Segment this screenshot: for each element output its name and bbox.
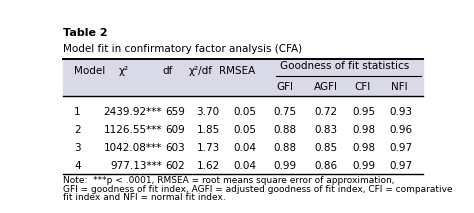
Text: 0.96: 0.96 (389, 125, 412, 135)
Text: 0.93: 0.93 (389, 107, 412, 117)
Text: 0.75: 0.75 (273, 107, 297, 117)
Text: χ²: χ² (118, 66, 128, 76)
Text: 0.88: 0.88 (273, 143, 297, 153)
Text: 2439.92***: 2439.92*** (104, 107, 162, 117)
Text: 1: 1 (74, 107, 81, 117)
Text: 0.05: 0.05 (233, 107, 256, 117)
Text: 0.99: 0.99 (273, 161, 297, 171)
Text: 0.04: 0.04 (233, 161, 256, 171)
Text: 2: 2 (74, 125, 81, 135)
Text: fit index and NFI = normal fit index.: fit index and NFI = normal fit index. (63, 193, 226, 202)
Text: Table 2: Table 2 (63, 28, 108, 38)
Text: 0.04: 0.04 (233, 143, 256, 153)
Bar (63, 59, 423, 96)
Text: GFI: GFI (277, 82, 294, 92)
Text: 1.62: 1.62 (196, 161, 219, 171)
Text: 0.95: 0.95 (353, 107, 376, 117)
Text: GFI = goodness of fit index, AGFI = adjusted goodness of fit index, CFI = compar: GFI = goodness of fit index, AGFI = adju… (63, 185, 453, 194)
Text: RMSEA: RMSEA (219, 66, 255, 76)
Text: 1.85: 1.85 (196, 125, 219, 135)
Text: 0.97: 0.97 (389, 143, 412, 153)
Text: Goodness of fit statistics: Goodness of fit statistics (280, 61, 410, 71)
Text: χ²/df: χ²/df (189, 66, 213, 76)
Text: 0.05: 0.05 (233, 125, 256, 135)
Text: 659: 659 (165, 107, 185, 117)
Text: 977.13***: 977.13*** (110, 161, 162, 171)
Text: 0.99: 0.99 (353, 161, 376, 171)
Text: 0.85: 0.85 (314, 143, 337, 153)
Text: Model fit in confirmatory factor analysis (CFA): Model fit in confirmatory factor analysi… (63, 44, 302, 54)
Text: Note:  ***p < .0001, RMSEA = root means square error of approximation,: Note: ***p < .0001, RMSEA = root means s… (63, 176, 394, 185)
Text: CFI: CFI (354, 82, 371, 92)
Text: 0.86: 0.86 (314, 161, 337, 171)
Text: 0.72: 0.72 (314, 107, 337, 117)
Text: 1.73: 1.73 (196, 143, 219, 153)
Text: 3.70: 3.70 (196, 107, 219, 117)
Text: 1126.55***: 1126.55*** (104, 125, 162, 135)
Text: 0.88: 0.88 (273, 125, 297, 135)
Text: 609: 609 (165, 125, 185, 135)
Text: Model: Model (74, 66, 105, 76)
Text: 0.98: 0.98 (353, 125, 376, 135)
Text: 1042.08***: 1042.08*** (104, 143, 162, 153)
Text: df: df (163, 66, 173, 76)
Text: 0.83: 0.83 (314, 125, 337, 135)
Text: 3: 3 (74, 143, 81, 153)
Text: 0.98: 0.98 (353, 143, 376, 153)
Text: 4: 4 (74, 161, 81, 171)
Text: NFI: NFI (391, 82, 407, 92)
Text: 0.97: 0.97 (389, 161, 412, 171)
Text: 603: 603 (165, 143, 185, 153)
Text: AGFI: AGFI (314, 82, 337, 92)
Text: 602: 602 (165, 161, 185, 171)
